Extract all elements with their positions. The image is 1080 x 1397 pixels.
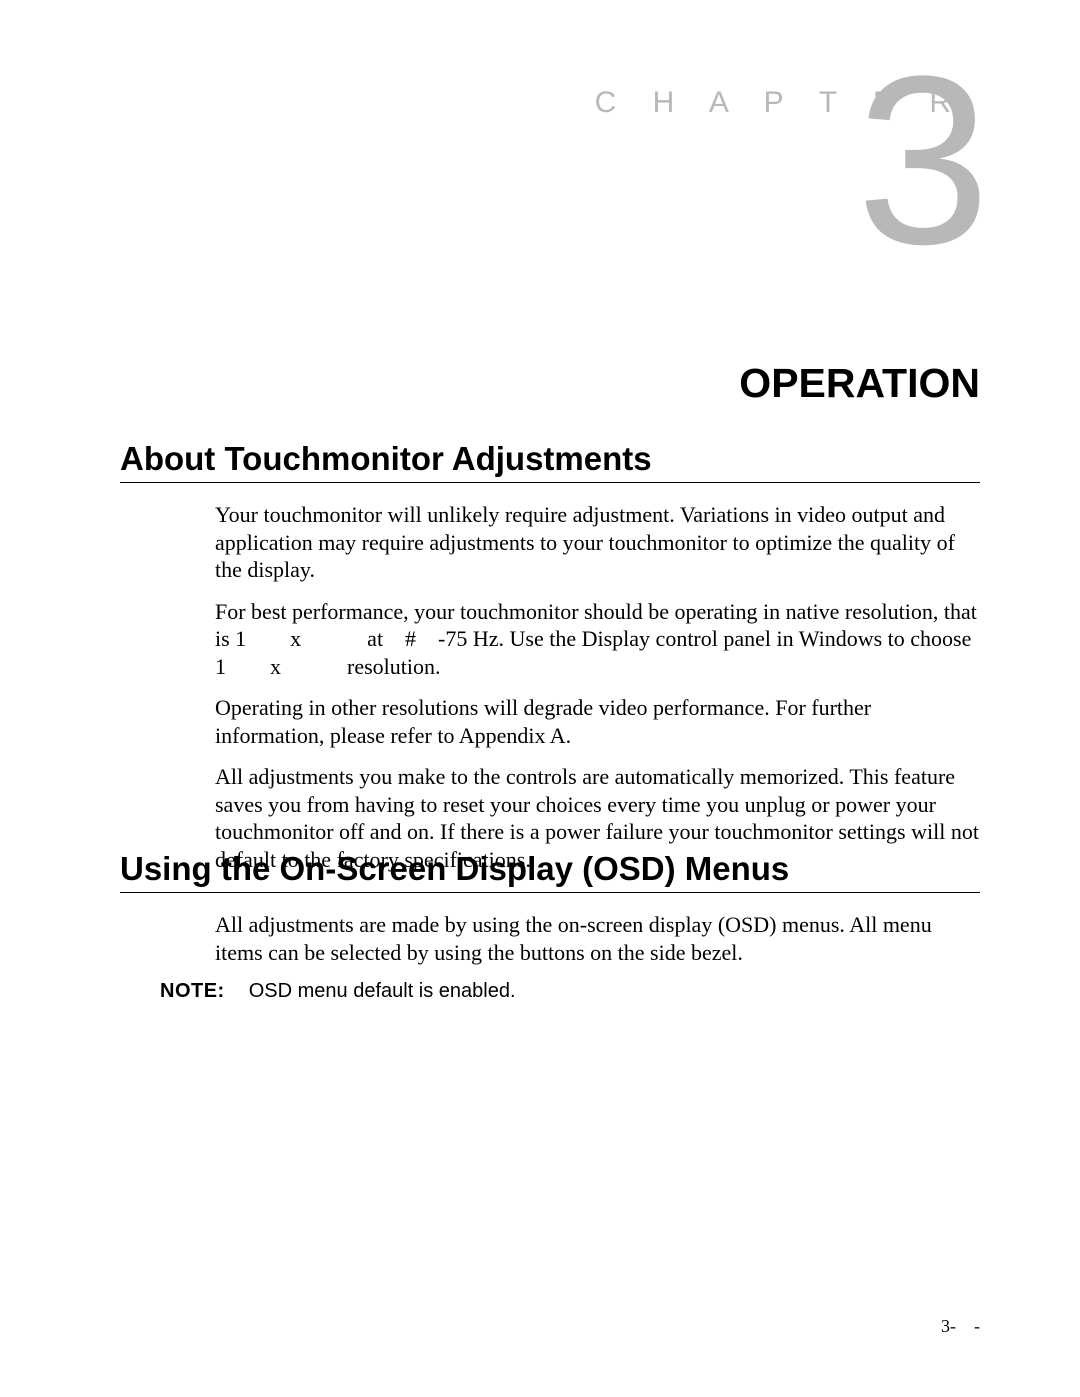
section-heading: About Touchmonitor Adjustments	[120, 440, 980, 483]
section-about-adjustments: About Touchmonitor Adjustments Your touc…	[120, 440, 980, 887]
section-body: Your touchmonitor will unlikely require …	[215, 501, 980, 873]
page: C H A P T E R 3 OPERATION About Touchmon…	[0, 0, 1080, 1397]
paragraph: For best performance, your touchmonitor …	[215, 598, 980, 681]
section-osd-menus: Using the On-Screen Display (OSD) Menus …	[120, 850, 980, 1003]
section-heading: Using the On-Screen Display (OSD) Menus	[120, 850, 980, 893]
note-text: OSD menu default is enabled.	[249, 980, 516, 1003]
paragraph: Operating in other resolutions will degr…	[215, 694, 980, 749]
chapter-number: 3	[857, 40, 990, 280]
paragraph: All adjustments are made by using the on…	[215, 911, 980, 966]
note-label: NOTE:	[160, 980, 225, 1003]
section-body: All adjustments are made by using the on…	[215, 911, 980, 966]
chapter-title: OPERATION	[739, 360, 980, 407]
page-number: 3- -	[941, 1316, 980, 1337]
paragraph: Your touchmonitor will unlikely require …	[215, 501, 980, 584]
note-row: NOTE: OSD menu default is enabled.	[120, 980, 980, 1003]
